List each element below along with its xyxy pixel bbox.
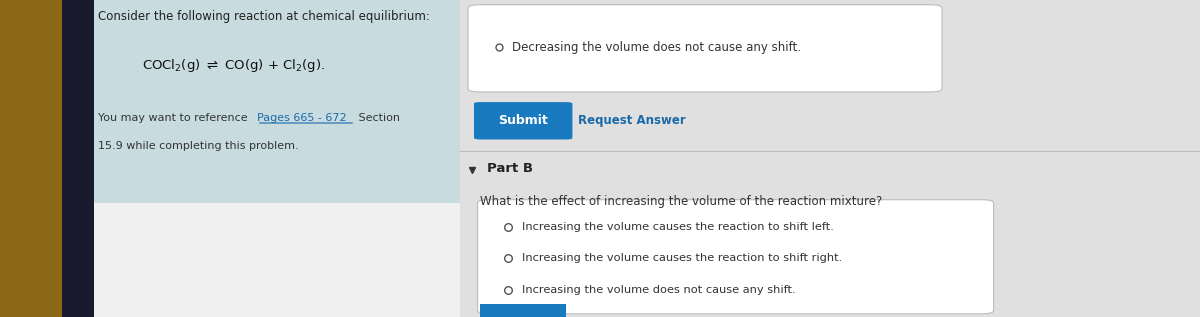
Text: Pages 665 - 672: Pages 665 - 672 <box>257 113 347 123</box>
Text: Increasing the volume causes the reaction to shift right.: Increasing the volume causes the reactio… <box>522 253 842 263</box>
Text: Consider the following reaction at chemical equilibrium:: Consider the following reaction at chemi… <box>98 10 431 23</box>
FancyBboxPatch shape <box>480 304 566 317</box>
Text: Decreasing the volume does not cause any shift.: Decreasing the volume does not cause any… <box>512 41 802 54</box>
Text: Submit: Submit <box>498 114 548 127</box>
Text: Increasing the volume does not cause any shift.: Increasing the volume does not cause any… <box>522 285 796 295</box>
Text: COCl$_2$(g) $\rightleftharpoons$ CO(g) + Cl$_2$(g).: COCl$_2$(g) $\rightleftharpoons$ CO(g) +… <box>143 57 325 74</box>
Text: Section: Section <box>355 113 401 123</box>
Text: 15.9 while completing this problem.: 15.9 while completing this problem. <box>98 141 299 151</box>
FancyBboxPatch shape <box>460 0 1200 317</box>
Text: Increasing the volume causes the reaction to shift left.: Increasing the volume causes the reactio… <box>522 222 834 232</box>
FancyBboxPatch shape <box>62 0 96 317</box>
Text: You may want to reference: You may want to reference <box>98 113 252 123</box>
FancyBboxPatch shape <box>468 5 942 92</box>
Text: Request Answer: Request Answer <box>578 114 686 127</box>
FancyBboxPatch shape <box>474 102 572 139</box>
FancyBboxPatch shape <box>0 0 66 317</box>
FancyBboxPatch shape <box>94 203 460 317</box>
Text: What is the effect of increasing the volume of the reaction mixture?: What is the effect of increasing the vol… <box>480 195 882 208</box>
FancyBboxPatch shape <box>94 0 460 203</box>
FancyBboxPatch shape <box>478 200 994 314</box>
Text: Part B: Part B <box>487 162 533 175</box>
